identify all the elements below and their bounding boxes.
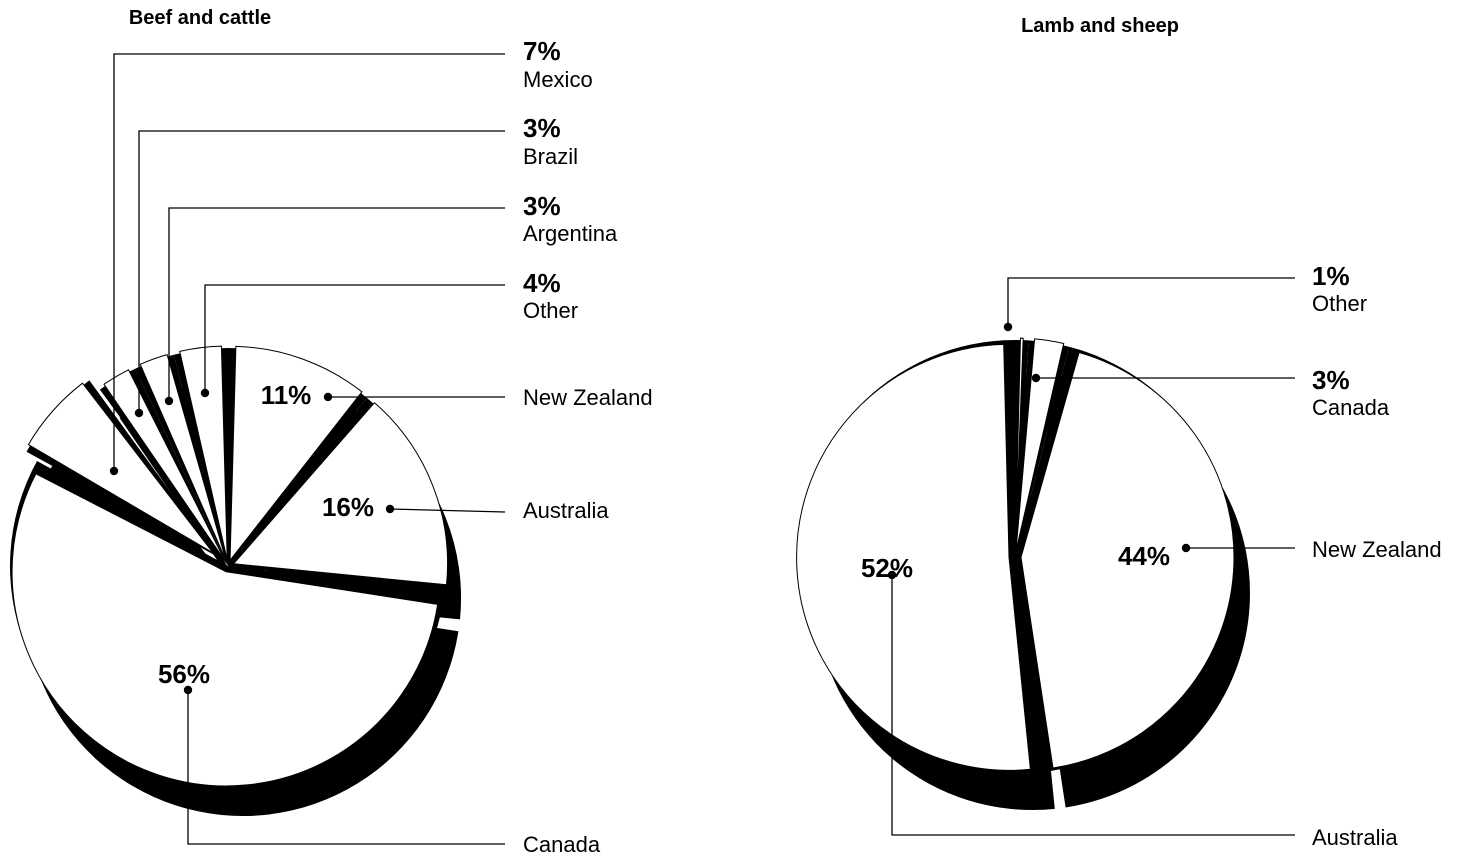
value-label-argentina: 3% [523,191,561,221]
pie-slices [796,337,1235,774]
slice-argentina [139,353,227,561]
leader-dot-argentina [164,396,174,406]
leader-dot-new-zealand [323,392,333,402]
category-label-canada: Canada [1312,395,1390,420]
leader-dot-other [1003,322,1013,332]
lamb-chart-title: Lamb and sheep [1021,15,1179,37]
pie-slices [10,345,449,787]
slice-other [1014,337,1024,552]
leader-line-argentina [168,207,505,401]
pie-labels: 3%Canada 44% New Zealand 52% Australia 1%Othe… [861,261,1442,850]
leader-dot-canada [1031,373,1041,383]
slice-canada [11,473,439,787]
slice-edge-other [1015,339,1029,557]
slice-brazil [103,369,226,562]
leader-dot-australia [385,504,395,514]
category-label-brazil: Brazil [523,144,578,169]
value-label-canada: 3% [1312,365,1350,395]
category-label-australia: Australia [1312,825,1398,850]
slice-mexico [27,382,214,554]
lamb-pie: 3%Canada 44% New Zealand 52% Australia 1%Othe… [796,261,1442,850]
leader-line-brazil [138,130,505,413]
category-label-mexico: Mexico [523,67,593,92]
leader-dot-canada [183,685,193,695]
value-label-canada: 56% [158,659,210,689]
category-label-australia: Australia [523,498,609,523]
leader-line-australia [389,508,506,513]
leader-line-mexico [113,53,505,471]
slice-new-zealand [1020,351,1235,769]
leader-line-australia [891,575,1295,836]
category-label-new-zealand: New Zealand [523,385,653,410]
value-label-mexico: 7% [523,36,561,66]
leader-line-other [1007,277,1295,327]
slice-australia [232,401,449,586]
value-label-other: 1% [1312,261,1350,291]
beef-chart-title: Beef and cattle [129,7,271,29]
pie-labels: 11% New Zealand 16% Australia 56% Canada 7%Mex… [109,36,653,857]
category-label-other: Other [523,298,578,323]
beef-pie: 11% New Zealand 16% Australia 56% Canada 7%Mex… [10,36,653,857]
category-label-new-zealand: New Zealand [1312,537,1442,562]
value-label-new-zealand: 44% [1118,541,1170,571]
category-label-other: Other [1312,291,1367,316]
category-label-canada: Canada [523,832,601,857]
value-label-australia: 52% [861,553,913,583]
category-label-argentina: Argentina [523,221,618,246]
slice-australia [796,343,1031,771]
slice-edge-canada [1015,340,1069,557]
leader-dot-other [200,388,210,398]
slice-canada [1015,338,1065,552]
leader-line-other [204,284,505,393]
leader-dot-mexico [109,466,119,476]
leader-dot-brazil [134,408,144,418]
leader-dot-new-zealand [1181,543,1191,553]
value-label-australia: 16% [322,492,374,522]
slice-other [179,345,228,561]
leader-line-canada [187,690,505,845]
value-label-brazil: 3% [523,113,561,143]
value-label-new-zealand: 11% [261,380,312,410]
value-label-other: 4% [523,268,561,298]
leader-dot-australia [887,570,897,580]
